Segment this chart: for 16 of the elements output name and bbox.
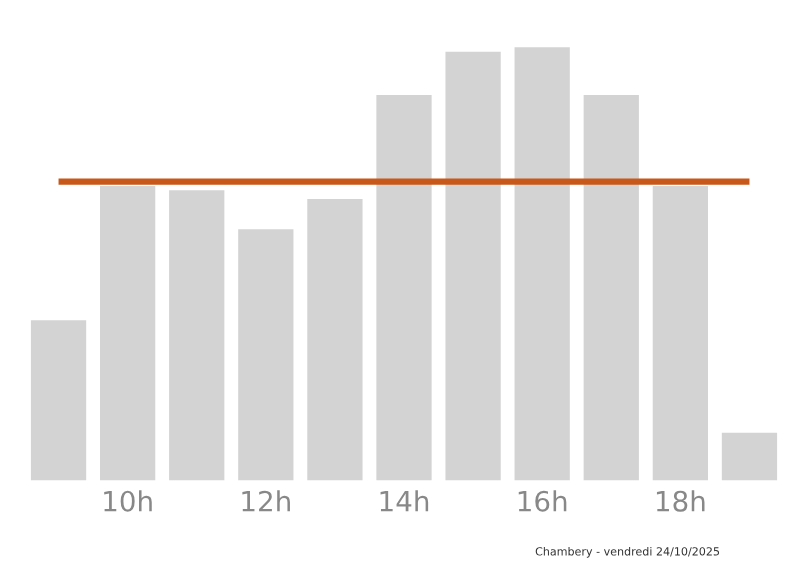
bar	[445, 51, 501, 481]
bar	[514, 47, 570, 481]
x-tick-label: 14h	[380, 490, 429, 512]
bar	[652, 185, 708, 481]
x-tick-label: 16h	[518, 490, 567, 512]
bar	[238, 229, 294, 481]
bar	[30, 320, 87, 481]
x-tick-label: 10h	[104, 490, 152, 512]
x-tick-label: 18h	[656, 490, 705, 512]
bar	[307, 198, 363, 481]
bar	[169, 190, 225, 481]
bar	[100, 185, 156, 481]
bar	[376, 94, 432, 481]
bar	[721, 432, 778, 481]
bar	[583, 94, 639, 481]
x-tick-label: 12h	[242, 490, 290, 512]
